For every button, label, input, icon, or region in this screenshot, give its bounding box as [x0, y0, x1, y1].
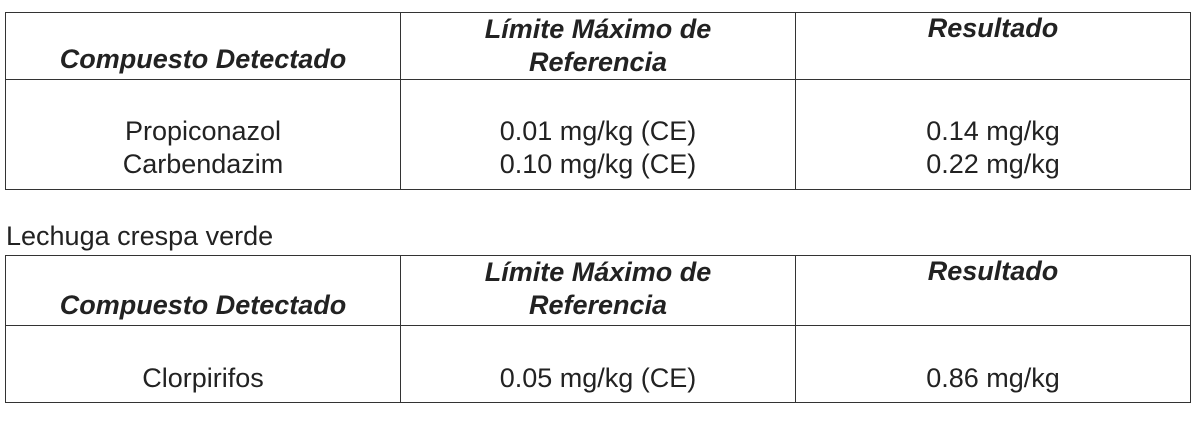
table-row: Propiconazol Carbendazim 0.01 mg/kg (CE) 0… [5, 79, 1191, 190]
compound: Carbendazim [122, 149, 284, 179]
header-limit-line1: Límite Máximo de [484, 257, 712, 287]
result-cell: 0.14 mg/kg 0.22 mg/kg [795, 79, 1191, 190]
limit: 0.05 mg/kg (CE) [400, 325, 796, 403]
header-result: Resultado [795, 255, 1191, 326]
header-limit-line1: Límite Máximo de [484, 14, 712, 44]
header-compound: Compuesto Detectado [5, 255, 401, 326]
limit: 0.01 mg/kg (CE) [499, 116, 697, 146]
header-result: Resultado [795, 12, 1191, 80]
residue-table-2: Compuesto Detectado Límite Máximo de Refe… [5, 255, 1191, 403]
header-limit: Límite Máximo de Referencia [400, 255, 796, 326]
result: 0.86 mg/kg [795, 325, 1191, 403]
result: 0.22 mg/kg [926, 149, 1060, 179]
result: 0.14 mg/kg [926, 116, 1060, 146]
compound-cell: Propiconazol Carbendazim [5, 79, 401, 190]
limit: 0.10 mg/kg (CE) [499, 149, 697, 179]
header-row: Compuesto Detectado Límite Máximo de Refe… [5, 255, 1191, 326]
header-compound: Compuesto Detectado [5, 12, 401, 80]
compound: Propiconazol [124, 116, 282, 146]
limit-cell: 0.01 mg/kg (CE) 0.10 mg/kg (CE) [400, 79, 796, 190]
table-caption: Lechuga crespa verde [6, 221, 274, 251]
header-limit: Límite Máximo de Referencia [400, 12, 796, 80]
compound: Clorpirifos [5, 325, 401, 403]
residue-table-1: Compuesto Detectado Límite Máximo de Refe… [5, 12, 1191, 190]
header-limit-line2: Referencia [528, 47, 668, 77]
header-limit-line2: Referencia [528, 290, 668, 320]
header-row: Compuesto Detectado Límite Máximo de Refe… [5, 12, 1191, 80]
table-row: Clorpirifos 0.05 mg/kg (CE) 0.86 mg/kg [5, 325, 1191, 403]
